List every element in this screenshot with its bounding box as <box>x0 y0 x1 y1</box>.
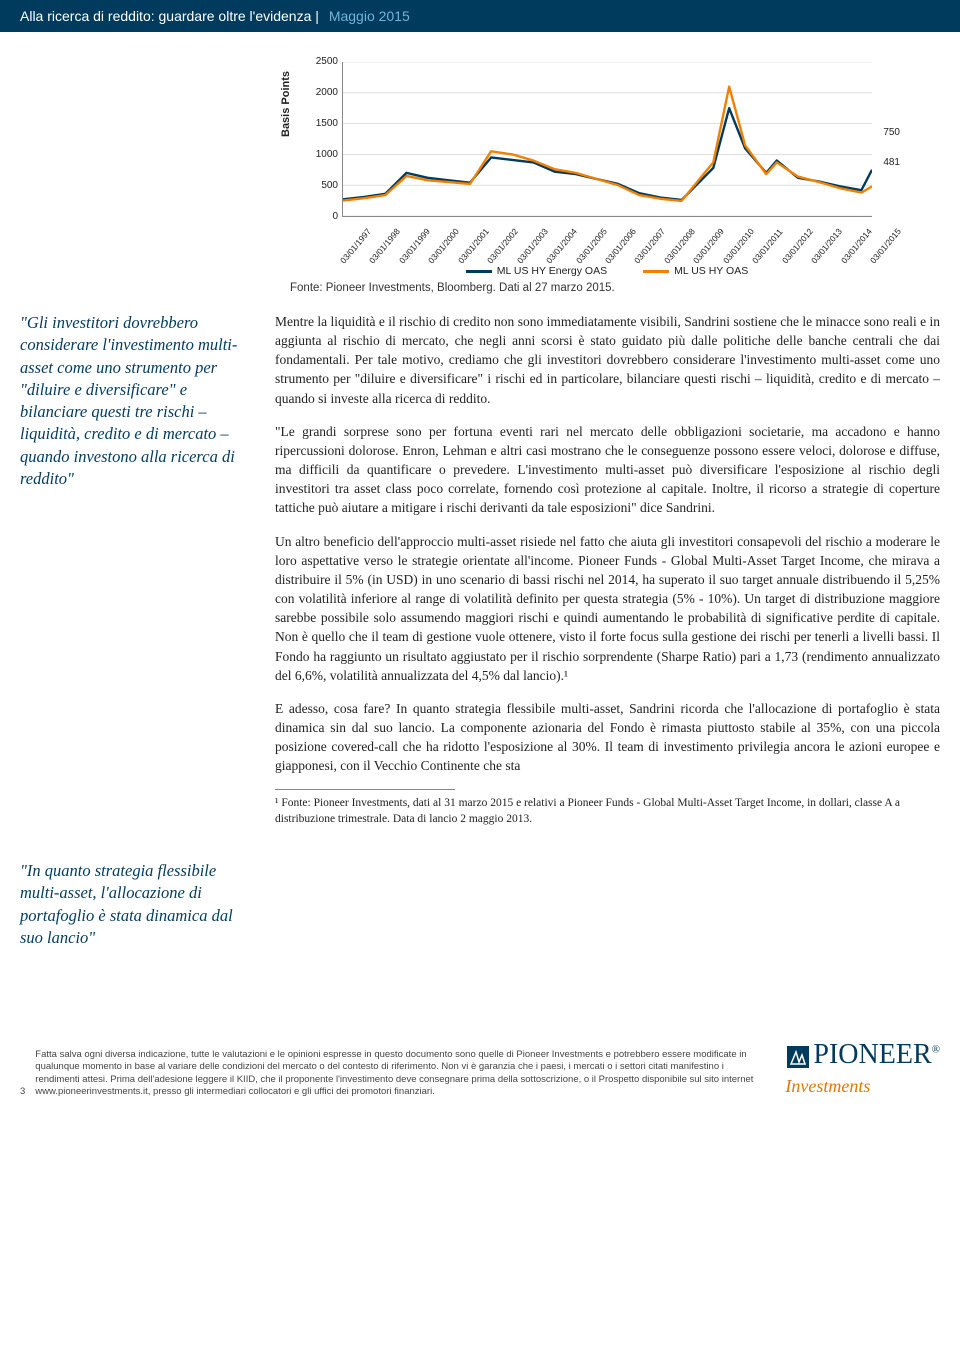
body-p4: E adesso, cosa fare? In quanto strategia… <box>275 699 940 776</box>
legend-swatch <box>643 270 669 273</box>
body-p2: "Le grandi sorprese sono per fortuna eve… <box>275 422 940 518</box>
body-column: Mentre la liquidità e il rischio di cred… <box>275 312 940 989</box>
chart-ytick: 1000 <box>308 149 338 160</box>
pull-quote-1: "Gli investitori dovrebbero considerare … <box>20 312 250 490</box>
chart-caption: Fonte: Pioneer Investments, Bloomberg. D… <box>290 282 960 294</box>
legend-swatch <box>466 270 492 273</box>
legend-item: ML US HY OAS <box>643 265 748 277</box>
pull-quote-column: "Gli investitori dovrebbero considerare … <box>20 312 250 989</box>
chart-container: Basis Points 05001000150020002500 750 48… <box>290 57 940 277</box>
footnote-text: ¹ Fonte: Pioneer Investments, dati al 31… <box>275 796 940 827</box>
logo-sub-text: Investments <box>785 1076 870 1096</box>
header-divider: | <box>315 8 323 24</box>
chart-ytick: 0 <box>308 211 338 222</box>
chart-ylabel: Basis Points <box>280 71 292 137</box>
chart-ytick: 1500 <box>308 118 338 129</box>
chart-ytick: 2000 <box>308 87 338 98</box>
chart-legend: ML US HY Energy OAS ML US HY OAS <box>342 265 872 277</box>
chart-ytick: 2500 <box>308 56 338 67</box>
legend-label: ML US HY Energy OAS <box>497 265 607 277</box>
callout-top: 750 <box>883 127 900 138</box>
header-date: Maggio 2015 <box>329 8 410 24</box>
pioneer-logo: PIONEER® Investments <box>785 1041 940 1098</box>
page-footer: 3 Fatta salva ogni diversa indicazione, … <box>0 1029 960 1118</box>
body-p3: Un altro beneficio dell'approccio multi-… <box>275 532 940 685</box>
page-number: 3 <box>20 1086 25 1098</box>
series-line <box>343 87 872 201</box>
header-title: Alla ricerca di reddito: guardare oltre … <box>20 8 311 24</box>
callout-bottom: 481 <box>883 157 900 168</box>
footnote-separator <box>275 789 455 790</box>
body-p1: Mentre la liquidità e il rischio di cred… <box>275 312 940 408</box>
chart-ytick: 500 <box>308 180 338 191</box>
logo-main-text: PIONEER <box>813 1039 931 1070</box>
legend-label: ML US HY OAS <box>674 265 748 277</box>
pull-quote-2: "In quanto strategia flessibile multi-as… <box>20 860 250 949</box>
oas-line-chart: Basis Points 05001000150020002500 750 48… <box>290 57 910 277</box>
footer-disclaimer: Fatta salva ogni diversa indicazione, tu… <box>35 1049 765 1098</box>
legend-item: ML US HY Energy OAS <box>466 265 607 277</box>
series-line <box>343 108 872 200</box>
header-bar: Alla ricerca di reddito: guardare oltre … <box>0 0 960 32</box>
